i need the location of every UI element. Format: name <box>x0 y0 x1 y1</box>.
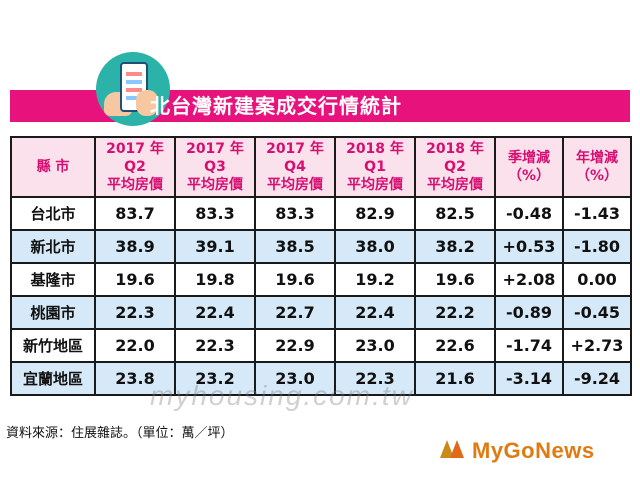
table-cell: 19.8 <box>174 262 256 297</box>
table-cell: -0.45 <box>562 295 632 330</box>
header-2017q4: 2017 年 Q4 平均房價 <box>254 136 336 198</box>
table-cell-county: 新北市 <box>10 229 96 264</box>
watermark-text: myhousing.com.tw <box>150 380 414 411</box>
table-cell-county: 新竹地區 <box>10 328 96 363</box>
header-2018q1: 2018 年 Q1 平均房價 <box>334 136 416 198</box>
table-cell: 82.5 <box>414 196 496 231</box>
table-row: 桃園市 22.3 22.4 22.7 22.4 22.2 -0.89 -0.45 <box>10 295 632 330</box>
table-cell: 19.6 <box>94 262 176 297</box>
screen-line <box>126 88 142 92</box>
brand-logo: MyGoNews <box>440 436 595 466</box>
table-cell: 83.3 <box>254 196 336 231</box>
table-cell: 22.9 <box>254 328 336 363</box>
table-cell: -3.14 <box>494 361 564 396</box>
table-cell-county: 桃園市 <box>10 295 96 330</box>
table-cell: 22.2 <box>414 295 496 330</box>
table-row: 基隆市 19.6 19.8 19.6 19.2 19.6 +2.08 0.00 <box>10 262 632 297</box>
table-cell: -1.74 <box>494 328 564 363</box>
header-sublabel: 平均房價 <box>107 177 163 193</box>
table-row: 新北市 38.9 39.1 38.5 38.0 38.2 +0.53 -1.80 <box>10 229 632 264</box>
table-cell: 19.6 <box>254 262 336 297</box>
table-header-row: 縣 市 2017 年 Q2 平均房價 2017 年 Q3 平均房價 2017 年 Q… <box>10 136 632 198</box>
header-sublabel: （%） <box>575 168 619 184</box>
table-cell: 19.2 <box>334 262 416 297</box>
header-sublabel: （%） <box>507 168 551 184</box>
table-cell: 23.2 <box>174 361 256 396</box>
table-cell: 19.6 <box>414 262 496 297</box>
header-sublabel: 平均房價 <box>267 177 323 193</box>
screen-line <box>126 80 142 84</box>
header-sublabel: 平均房價 <box>427 177 483 193</box>
table-cell: 82.9 <box>334 196 416 231</box>
table-cell: 22.3 <box>334 361 416 396</box>
table-cell: 23.8 <box>94 361 176 396</box>
table-row: 宜蘭地區 23.8 23.2 23.0 22.3 21.6 -3.14 -9.2… <box>10 361 632 396</box>
header-label: 縣 市 <box>36 159 70 175</box>
table-cell: -1.43 <box>562 196 632 231</box>
table-cell: 23.0 <box>334 328 416 363</box>
header-2017q2: 2017 年 Q2 平均房價 <box>94 136 176 198</box>
table-cell: 22.3 <box>94 295 176 330</box>
logo-text: MyGoNews <box>472 438 595 463</box>
table-cell: 22.0 <box>94 328 176 363</box>
header-label: 2017 年 Q2 <box>106 141 164 175</box>
table-cell: -0.48 <box>494 196 564 231</box>
table-cell: 22.4 <box>334 295 416 330</box>
source-note: 資料來源：住展雜誌。（單位：萬／坪） <box>6 426 234 441</box>
table-cell: 23.0 <box>254 361 336 396</box>
table-cell: -0.89 <box>494 295 564 330</box>
table-cell: 22.7 <box>254 295 336 330</box>
header-label: 季增減 <box>508 150 550 166</box>
header-label: 2017 年 Q3 <box>186 141 244 175</box>
table-cell: 38.2 <box>414 229 496 264</box>
header-label: 2018 年 Q2 <box>426 141 484 175</box>
header-label: 年增減 <box>576 150 618 166</box>
table-cell: 22.3 <box>174 328 256 363</box>
table-cell: +2.73 <box>562 328 632 363</box>
phone-in-hand-icon <box>96 52 170 126</box>
table-cell: 38.0 <box>334 229 416 264</box>
table-cell: 22.6 <box>414 328 496 363</box>
table-cell: -1.80 <box>562 229 632 264</box>
page-title: 北台灣新建案成交行情統計 <box>150 94 402 118</box>
header-sublabel: 平均房價 <box>187 177 243 193</box>
header-label: 2017 年 Q4 <box>266 141 324 175</box>
table-cell: 38.9 <box>94 229 176 264</box>
screen-line <box>126 72 142 76</box>
hand-shape <box>136 90 158 116</box>
header-qoq-change: 季增減 （%） <box>494 136 564 198</box>
table-cell: 22.4 <box>174 295 256 330</box>
table-cell: +2.08 <box>494 262 564 297</box>
table-cell: 21.6 <box>414 361 496 396</box>
header-sublabel: 平均房價 <box>347 177 403 193</box>
header-2018q2: 2018 年 Q2 平均房價 <box>414 136 496 198</box>
table-cell: +0.53 <box>494 229 564 264</box>
header-2017q3: 2017 年 Q3 平均房價 <box>174 136 256 198</box>
header-label: 2018 年 Q1 <box>346 141 404 175</box>
table-row: 台北市 83.7 83.3 83.3 82.9 82.5 -0.48 -1.43 <box>10 196 632 231</box>
header-county: 縣 市 <box>10 136 96 198</box>
table-cell: 39.1 <box>174 229 256 264</box>
table-cell-county: 台北市 <box>10 196 96 231</box>
table-cell-county: 宜蘭地區 <box>10 361 96 396</box>
screen-line <box>126 96 142 100</box>
table-row: 新竹地區 22.0 22.3 22.9 23.0 22.6 -1.74 +2.7… <box>10 328 632 363</box>
table-cell-county: 基隆市 <box>10 262 96 297</box>
header-yoy-change: 年增減 （%） <box>562 136 632 198</box>
price-table: 縣 市 2017 年 Q2 平均房價 2017 年 Q3 平均房價 2017 年 Q… <box>10 136 632 396</box>
table-cell: 38.5 <box>254 229 336 264</box>
table-cell: 83.3 <box>174 196 256 231</box>
table-cell: 0.00 <box>562 262 632 297</box>
table-cell: -9.24 <box>562 361 632 396</box>
mygonews-mark-icon <box>440 440 466 462</box>
table-cell: 83.7 <box>94 196 176 231</box>
